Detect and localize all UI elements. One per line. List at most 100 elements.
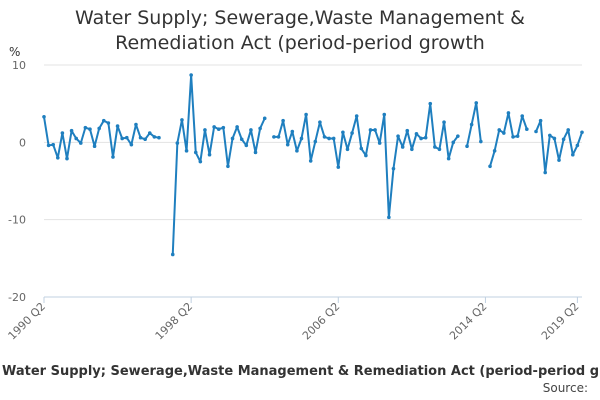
data-point — [580, 130, 584, 135]
data-point — [456, 134, 460, 138]
data-point — [285, 142, 290, 147]
data-point — [184, 149, 189, 153]
data-point — [364, 153, 368, 158]
data-point — [262, 116, 267, 121]
data-point — [571, 152, 575, 157]
data-point — [115, 124, 120, 128]
data-point — [313, 139, 318, 144]
x-tick-label: 2019 Q2 — [539, 300, 582, 343]
chart-title: Water Supply; Sewerage,Waste Management … — [0, 6, 600, 56]
data-point — [336, 165, 341, 169]
data-point — [212, 125, 216, 129]
data-point — [497, 128, 502, 132]
data-point — [492, 149, 497, 153]
data-point — [244, 143, 249, 148]
y-tick-label: 0 — [19, 136, 26, 149]
y-tick-label: -20 — [8, 291, 26, 304]
data-point — [249, 128, 253, 132]
data-point — [543, 170, 548, 175]
data-point — [525, 127, 529, 131]
data-point — [198, 159, 203, 164]
data-point — [322, 135, 327, 139]
data-point — [152, 135, 157, 139]
data-point — [368, 128, 373, 132]
data-point — [120, 136, 124, 141]
x-tick-label: 1990 Q2 — [6, 300, 49, 343]
data-point — [557, 158, 561, 162]
data-point — [469, 122, 474, 127]
data-point — [515, 134, 520, 138]
data-point — [46, 143, 51, 148]
y-tick-label: -10 — [8, 214, 26, 227]
data-point — [276, 135, 281, 139]
data-point — [272, 135, 276, 139]
data-point — [60, 131, 65, 135]
data-point — [295, 149, 299, 153]
data-point — [97, 126, 101, 131]
data-point — [387, 215, 391, 220]
data-point — [566, 128, 571, 132]
y-axis-label: % — [9, 45, 20, 59]
data-point — [138, 135, 143, 140]
data-point — [391, 166, 396, 171]
data-point — [92, 144, 97, 148]
data-point — [147, 131, 152, 135]
data-point — [226, 164, 230, 169]
data-point — [239, 137, 244, 142]
data-point — [83, 125, 88, 130]
data-point — [258, 126, 262, 131]
data-point — [433, 145, 437, 149]
data-point — [69, 128, 74, 133]
data-point — [442, 120, 446, 125]
series-line — [43, 74, 583, 255]
data-point — [331, 136, 336, 141]
data-point — [193, 150, 198, 155]
data-point — [350, 131, 354, 135]
data-point — [281, 118, 285, 123]
data-point — [538, 118, 543, 123]
data-point — [423, 135, 428, 140]
data-point — [488, 164, 492, 169]
grid-lines — [44, 64, 582, 221]
data-point — [446, 156, 451, 161]
data-point — [290, 129, 295, 134]
data-point — [419, 136, 423, 141]
chart-title-line-2: Remediation Act (period-period growth — [115, 32, 485, 54]
data-point — [437, 147, 442, 152]
data-point — [180, 118, 184, 122]
data-point — [410, 147, 414, 152]
x-axis — [43, 296, 582, 303]
data-point — [124, 135, 129, 140]
x-tick-label: 1998 Q2 — [153, 300, 196, 343]
data-point — [400, 145, 405, 149]
x-tick-label: 2014 Q2 — [447, 300, 490, 343]
data-point — [382, 112, 387, 117]
data-point — [534, 129, 538, 134]
data-point — [101, 118, 106, 123]
data-point — [502, 131, 506, 135]
data-point — [345, 147, 350, 152]
data-point — [134, 122, 138, 127]
data-point — [465, 144, 469, 148]
data-point — [51, 142, 55, 147]
data-point — [42, 115, 46, 119]
data-series — [42, 73, 584, 257]
data-point — [129, 142, 134, 147]
data-point — [561, 137, 566, 142]
data-point — [55, 156, 60, 160]
data-point — [230, 136, 235, 141]
chart-title-line-1: Water Supply; Sewerage,Waste Management … — [75, 7, 525, 29]
data-point — [65, 156, 69, 161]
source-label: Source: — [542, 381, 588, 395]
data-point — [318, 120, 322, 125]
data-point — [207, 152, 212, 157]
data-point — [216, 127, 221, 131]
data-point — [405, 128, 410, 133]
x-tick-label: 2006 Q2 — [300, 300, 343, 343]
data-point — [414, 132, 419, 136]
data-point — [221, 125, 226, 130]
data-point — [396, 134, 400, 138]
data-point — [175, 141, 180, 145]
data-point — [235, 125, 239, 129]
